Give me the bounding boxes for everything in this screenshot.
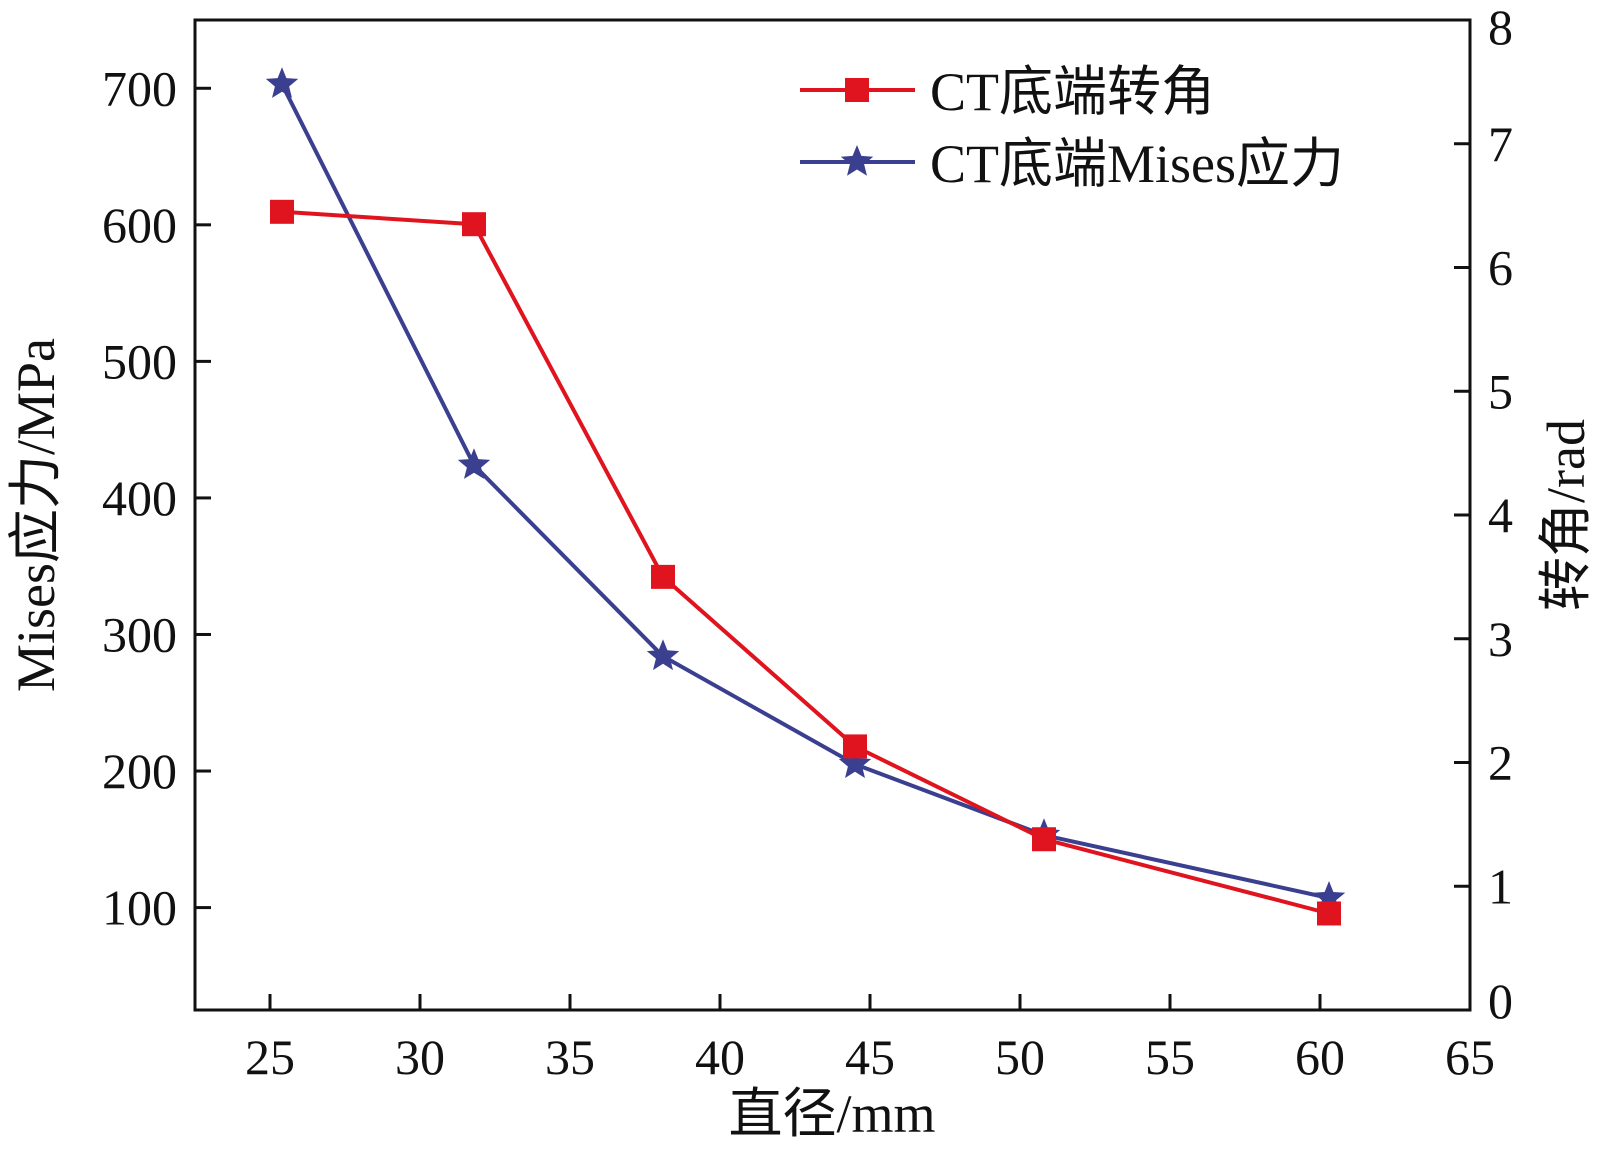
y-right-tick-label: 1 [1488,858,1513,914]
series-line-rotation [281,209,1330,916]
y-right-axis-label: 转角/rad [1536,419,1596,611]
data-point-rotation [270,199,294,224]
x-tick-label: 65 [1445,1029,1495,1085]
legend: CT底端转角 CT底端Mises应力 [800,62,1344,194]
y-left-tick-label: 600 [102,197,177,253]
x-tick-label: 45 [845,1029,895,1085]
y-right-tick-label: 3 [1488,611,1513,667]
legend-marker-mises-stress [840,145,874,176]
x-tick-label: 55 [1145,1029,1195,1085]
y-right-tick-label: 4 [1488,487,1513,543]
x-tick-label: 25 [245,1029,295,1085]
data-point-mises-stress [1312,881,1346,912]
x-tick-label: 50 [995,1029,1045,1085]
legend-marker-rotation [845,78,869,102]
y-left-tick-label: 400 [102,470,177,526]
legend-label-mises-stress: CT底端Mises应力 [930,134,1344,194]
y-left-tick-label: 500 [102,333,177,389]
data-point-mises-stress [838,747,872,778]
x-axis-label: 直径/mm [728,1084,935,1144]
x-tick-label: 40 [695,1029,745,1085]
data-point-rotation [1317,901,1341,926]
y-left-axis-label: Mises应力/MPa [6,338,66,692]
x-tick-label: 30 [395,1029,445,1085]
y-right-tick-label: 6 [1488,240,1513,296]
data-point-rotation [651,564,675,589]
data-point-mises-stress [457,448,491,479]
y-right-tick-label: 8 [1488,0,1513,55]
y-right-tick-label: 0 [1488,973,1513,1029]
y-left-tick-label: 700 [102,60,177,116]
data-point-mises-stress [265,67,299,98]
x-tick-label: 35 [545,1029,595,1085]
y-right-axis-ticks: 0 1 2 3 4 5 6 7 8 [1454,0,1513,1029]
y-left-axis-ticks: 100 200 300 400 500 600 700 [102,60,211,936]
x-axis-ticks: 25 30 35 40 45 50 55 60 65 [245,994,1495,1085]
data-point-rotation [1032,827,1056,852]
data-point-rotation [462,212,486,237]
y-left-tick-label: 100 [102,880,177,936]
series-layer [265,67,1346,926]
series-line-mises-stress [280,83,1330,900]
y-left-tick-label: 200 [102,743,177,799]
legend-label-rotation: CT底端转角 [930,62,1215,122]
y-right-tick-label: 2 [1488,735,1513,791]
y-left-tick-label: 300 [102,606,177,662]
y-right-tick-label: 7 [1488,116,1513,172]
x-tick-label: 60 [1295,1029,1345,1085]
data-point-rotation [843,734,867,759]
y-right-tick-label: 5 [1488,363,1513,419]
data-point-mises-stress [646,639,680,671]
